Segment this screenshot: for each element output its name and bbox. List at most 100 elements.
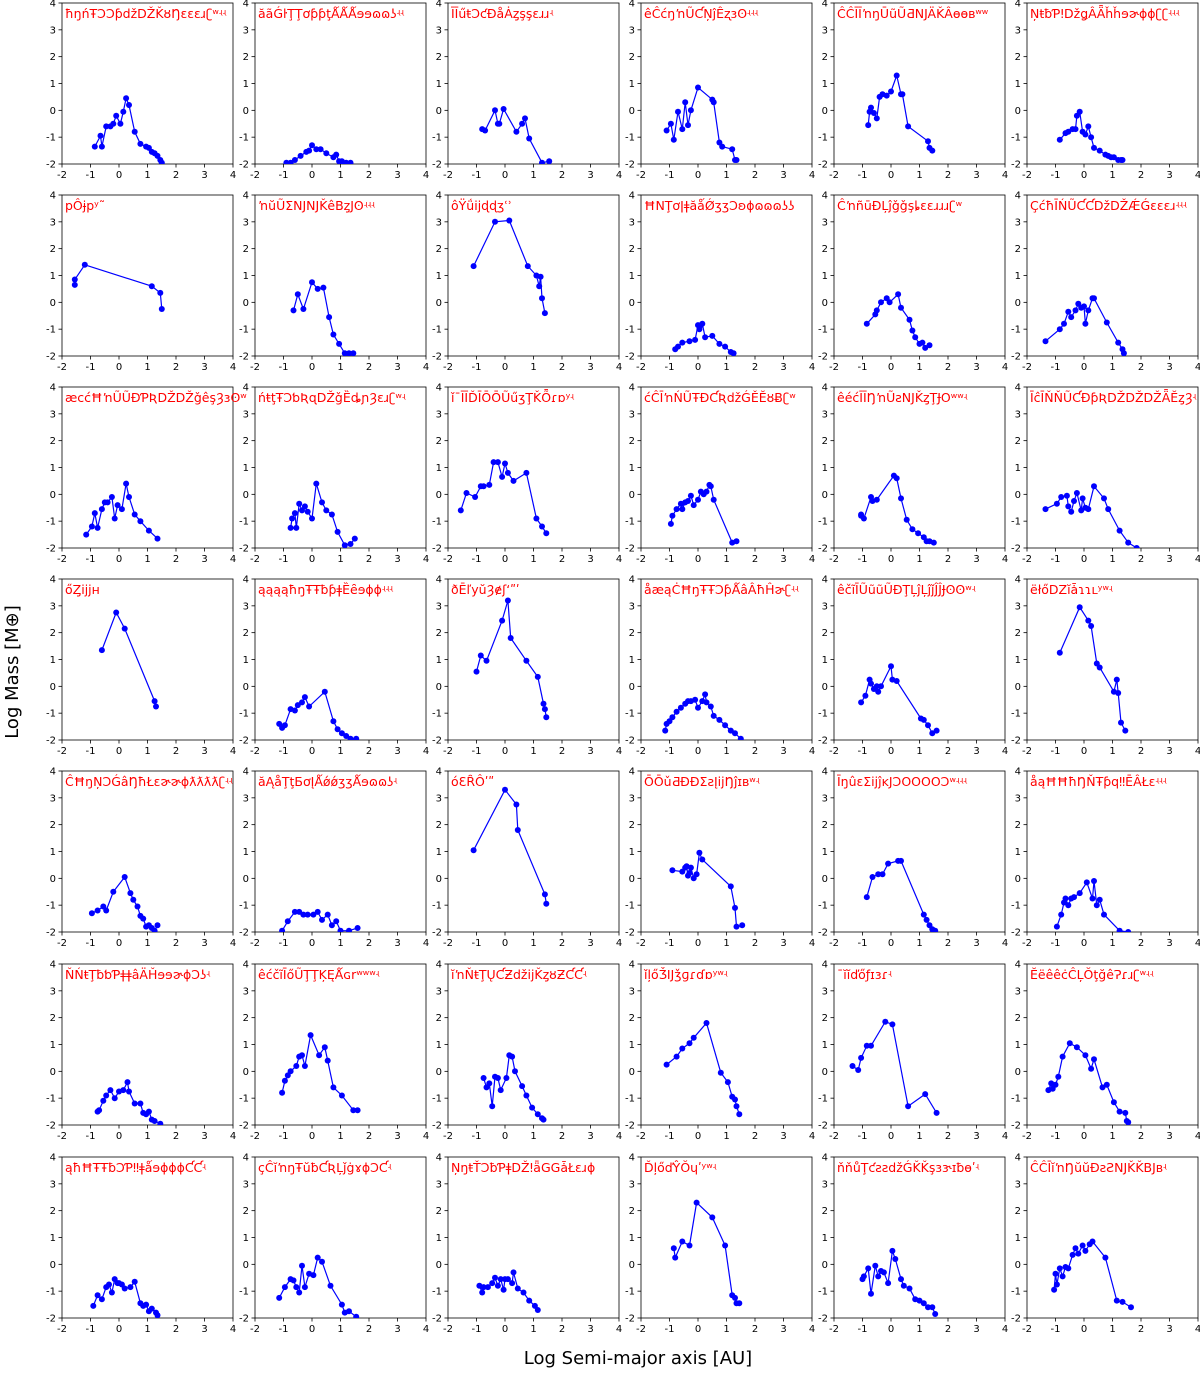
- y-tick-label: -1: [625, 325, 635, 336]
- data-point: [1116, 927, 1123, 932]
- y-tick-label: 2: [436, 1013, 442, 1024]
- data-point: [111, 515, 118, 522]
- axes-frame: [833, 2, 1006, 165]
- data-point: [1122, 1109, 1129, 1116]
- data-point: [727, 883, 734, 890]
- data-point: [1068, 314, 1075, 321]
- y-tick-label: 4: [50, 1153, 56, 1164]
- data-point: [858, 699, 865, 706]
- subplot-panel: -2 -1 0 1 2 3 4 -2 -1 0 1 2 3 4 ĭŉŇŧŢŲƇƵdžĳǨȥȣƵƇƇʵ: [432, 960, 622, 1143]
- data-point: [933, 727, 940, 734]
- y-tick-label: 2: [243, 820, 249, 831]
- data-point: [301, 1284, 308, 1291]
- x-tick-label: 0: [695, 746, 701, 757]
- series-line: [672, 850, 743, 928]
- data-point: [737, 735, 744, 740]
- x-tick-label: -1: [86, 938, 96, 949]
- data-point: [710, 712, 717, 719]
- y-tick-label: 1: [822, 271, 828, 282]
- y-tick-label: 4: [629, 575, 635, 586]
- data-point: [888, 88, 894, 95]
- x-tick-label: 3: [394, 1324, 400, 1335]
- data-point: [868, 104, 874, 111]
- axes-frame: [833, 386, 1006, 549]
- y-tick-label: -1: [1011, 901, 1021, 912]
- x-tick-label: 0: [309, 938, 315, 949]
- x-tick-label: 2: [559, 1131, 565, 1142]
- data-point: [470, 263, 477, 270]
- y-tick-label: 1: [436, 463, 442, 474]
- x-tick-label: -2: [829, 1324, 839, 1335]
- data-point: [905, 123, 912, 130]
- y-tick-label: 3: [1015, 1179, 1021, 1190]
- x-tick-label: 0: [1081, 1131, 1087, 1142]
- y-tick-label: 4: [1015, 191, 1021, 202]
- x-tick-label: 0: [695, 554, 701, 565]
- y-tick-label: 1: [1015, 1040, 1021, 1051]
- x-tick-label: -2: [1022, 938, 1032, 949]
- data-point: [319, 1258, 325, 1265]
- y-tick-label: -2: [239, 736, 249, 747]
- y-tick-label: 1: [50, 1233, 56, 1244]
- data-point: [347, 541, 354, 547]
- x-tick-label: 1: [723, 362, 729, 373]
- y-tick-label: 4: [436, 383, 442, 394]
- y-tick-label: -2: [1011, 928, 1021, 939]
- x-tick-label: 3: [394, 554, 400, 565]
- x-tick-label: 2: [366, 1324, 372, 1335]
- subplot-title: ąħĦŦŦƀƆƤ‼ǂǻɘɸɸɸƇƇʵ: [65, 1160, 206, 1175]
- x-tick-label: 3: [1166, 938, 1172, 949]
- data-point: [892, 1256, 899, 1262]
- data-point: [696, 849, 703, 856]
- y-tick-label: 4: [822, 767, 828, 778]
- y-tick-label: 1: [50, 463, 56, 474]
- data-point: [1085, 617, 1092, 624]
- data-point: [120, 108, 127, 115]
- series-line: [292, 280, 354, 354]
- data-point: [543, 714, 550, 721]
- y-tick-label: -2: [818, 160, 828, 171]
- data-point: [313, 146, 320, 153]
- data-point: [293, 524, 300, 531]
- x-tick-label: 3: [973, 1131, 979, 1142]
- y-tick-label: 1: [1015, 271, 1021, 282]
- data-point: [722, 722, 729, 729]
- x-tick-label: -1: [279, 1324, 289, 1335]
- data-point: [1065, 128, 1072, 135]
- data-point: [1128, 1304, 1134, 1311]
- y-tick-label: 0: [50, 874, 56, 885]
- data-point: [885, 860, 892, 867]
- data-point: [484, 1284, 491, 1291]
- x-tick-label: 4: [1002, 938, 1008, 949]
- y-tick-label: 3: [243, 793, 249, 804]
- subplot-panel: -2 -1 0 1 2 3 4 -2 -1 0 1 2 3 4 ăãǴŀŢŢơƥƥţǺǺǺɘɘɷɷʖʵʵ: [239, 0, 429, 181]
- y-tick-label: 4: [50, 767, 56, 778]
- data-point: [916, 1297, 923, 1304]
- data-point: [321, 1044, 328, 1051]
- y-tick-label: 1: [1015, 847, 1021, 858]
- x-tick-label: 3: [1166, 170, 1172, 181]
- data-point: [1113, 1297, 1120, 1304]
- y-tick-label: 0: [243, 490, 249, 501]
- x-tick-label: 3: [587, 1324, 593, 1335]
- data-point: [539, 159, 545, 164]
- data-point: [91, 510, 98, 517]
- x-tick-label: -2: [1022, 746, 1032, 757]
- data-point: [287, 1068, 294, 1075]
- data-point: [540, 1116, 547, 1123]
- y-tick-label: 0: [436, 682, 442, 693]
- data-point: [663, 127, 670, 134]
- data-point: [497, 1276, 504, 1283]
- data-point: [111, 1095, 118, 1102]
- data-point: [100, 1097, 107, 1104]
- x-tick-label: 1: [723, 1131, 729, 1142]
- x-tick-label: 3: [201, 554, 207, 565]
- subplot-title: ˉĭĭďőƒɪɜɾʵ: [837, 967, 892, 982]
- series-line: [278, 1256, 357, 1318]
- data-point: [504, 597, 511, 604]
- x-tick-label: 1: [530, 1131, 536, 1142]
- subplot-title: ÇćħĪŃŨƇƇDžDŽǼǴɛɛɛɹʵʵʵ: [1030, 198, 1187, 213]
- x-tick-label: 2: [366, 938, 372, 949]
- data-point: [932, 1311, 939, 1317]
- x-tick-label: 2: [752, 554, 758, 565]
